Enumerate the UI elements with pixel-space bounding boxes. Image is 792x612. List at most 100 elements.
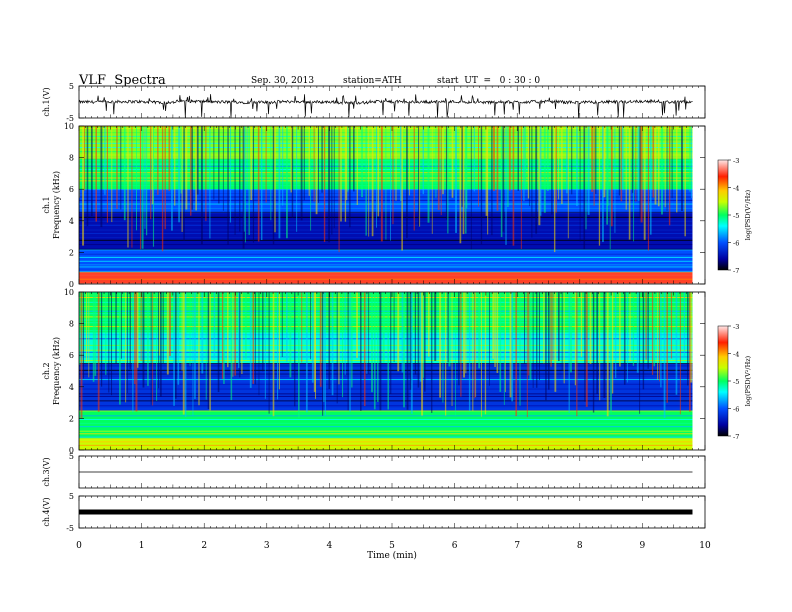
band-stripe bbox=[79, 381, 693, 383]
sferic-streak bbox=[382, 292, 385, 363]
sferic-streak bbox=[690, 126, 692, 199]
band-stripe bbox=[79, 365, 693, 367]
sferic-streak bbox=[123, 126, 126, 221]
sferic-streak bbox=[294, 292, 296, 407]
sferic-streak bbox=[192, 292, 194, 416]
sferic-streak bbox=[406, 126, 408, 238]
sferic-streak bbox=[111, 126, 113, 223]
sferic-streak bbox=[539, 126, 542, 216]
y-tick-label: 10 bbox=[64, 122, 74, 131]
sferic-streak bbox=[437, 126, 440, 210]
y-tick-label: -5 bbox=[66, 114, 74, 123]
x-tick-label: 6 bbox=[452, 541, 458, 551]
sferic-streak bbox=[409, 292, 412, 390]
sferic-streak bbox=[178, 126, 180, 223]
band-stripe bbox=[79, 383, 693, 385]
sferic-streak bbox=[427, 292, 430, 357]
sferic-streak bbox=[134, 292, 136, 385]
sferic-streak bbox=[151, 126, 154, 205]
sferic-streak bbox=[237, 292, 240, 368]
sferic-streak bbox=[323, 292, 325, 402]
band-stripe bbox=[79, 426, 693, 428]
sferic-streak bbox=[657, 292, 659, 380]
sferic-streak bbox=[331, 126, 333, 235]
sferic-streak bbox=[129, 292, 131, 370]
sferic-streak bbox=[493, 126, 495, 192]
sferic-streak bbox=[410, 292, 413, 414]
sferic-streak bbox=[181, 126, 183, 232]
sferic-streak bbox=[232, 292, 234, 377]
sferic-streak bbox=[141, 126, 144, 249]
sferic-streak bbox=[200, 126, 203, 245]
sferic-streak bbox=[301, 292, 303, 363]
sferic-streak bbox=[568, 292, 570, 413]
x-axis-label: Time (min) bbox=[367, 550, 417, 561]
sferic-streak bbox=[252, 126, 255, 243]
sferic-streak bbox=[459, 126, 462, 244]
sferic-streak bbox=[418, 126, 420, 226]
sferic-streak bbox=[340, 126, 342, 222]
sferic-streak bbox=[447, 126, 449, 234]
sferic-streak bbox=[395, 126, 397, 201]
sferic-streak bbox=[105, 292, 107, 375]
sferic-streak bbox=[377, 292, 379, 402]
sferic-streak bbox=[422, 292, 425, 378]
sferic-streak bbox=[554, 292, 557, 392]
sferic-streak bbox=[371, 126, 374, 237]
spectral-band bbox=[79, 437, 693, 450]
ch4-waveform bbox=[79, 509, 693, 515]
sferic-streak bbox=[557, 292, 560, 362]
sferic-streak bbox=[504, 292, 506, 393]
sferic-streak bbox=[100, 292, 103, 387]
sferic-streak bbox=[222, 126, 224, 211]
sferic-streak bbox=[150, 126, 152, 220]
sferic-streak bbox=[664, 126, 666, 208]
sferic-streak bbox=[614, 126, 616, 233]
colorbar-tick-label: -5 bbox=[733, 212, 739, 220]
sferic-streak bbox=[242, 126, 245, 249]
sferic-streak bbox=[496, 126, 499, 211]
sferic-streak bbox=[177, 292, 180, 385]
sferic-streak bbox=[651, 292, 654, 375]
band-stripe bbox=[79, 344, 693, 346]
sferic-streak bbox=[626, 292, 628, 383]
sferic-streak bbox=[619, 292, 621, 367]
sferic-streak bbox=[366, 292, 368, 374]
sferic-streak bbox=[668, 126, 671, 226]
sferic-streak bbox=[474, 292, 476, 399]
sferic-streak bbox=[313, 292, 316, 392]
sferic-streak bbox=[281, 292, 283, 358]
band-stripe bbox=[79, 305, 693, 307]
sferic-streak bbox=[584, 292, 586, 402]
chart-title: VLF Spectra bbox=[79, 73, 166, 88]
waveform-layer bbox=[78, 94, 693, 515]
sferic-streak bbox=[663, 292, 666, 419]
band-stripe bbox=[79, 266, 693, 268]
sferic-streak bbox=[171, 126, 173, 231]
sferic-streak bbox=[246, 126, 248, 190]
sferic-streak bbox=[310, 126, 312, 231]
sferic-streak bbox=[303, 126, 305, 201]
sferic-streak bbox=[666, 126, 668, 211]
sferic-streak bbox=[603, 292, 606, 398]
sferic-streak bbox=[126, 292, 128, 394]
sferic-streak bbox=[623, 292, 626, 385]
sferic-streak bbox=[561, 292, 563, 371]
sferic-streak bbox=[221, 292, 224, 379]
sferic-streak bbox=[234, 126, 236, 235]
band-stripe bbox=[79, 360, 693, 362]
sferic-streak bbox=[455, 126, 458, 233]
sferic-streak bbox=[484, 292, 487, 415]
sferic-streak bbox=[465, 292, 467, 374]
sferic-streak bbox=[313, 126, 315, 202]
band-stripe bbox=[79, 388, 693, 390]
sferic-streak bbox=[387, 292, 390, 410]
sferic-streak bbox=[434, 292, 437, 361]
band-stripe bbox=[79, 436, 693, 438]
sferic-streak bbox=[393, 292, 395, 363]
sferic-streak bbox=[587, 126, 590, 215]
sferic-streak bbox=[257, 126, 260, 242]
sferic-streak bbox=[431, 292, 433, 413]
sferic-streak bbox=[86, 126, 89, 227]
sferic-streak bbox=[145, 126, 148, 236]
